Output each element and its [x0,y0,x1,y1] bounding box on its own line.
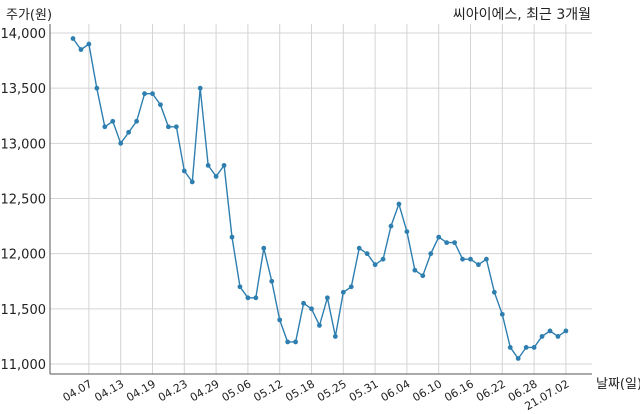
x-axis-label: 날짜(일) [596,377,640,392]
data-point [221,163,227,168]
y-tick-label: 12,000 [1,248,47,263]
data-point [269,278,275,284]
data-point [468,256,473,262]
data-point [555,334,561,339]
data-point [301,300,306,306]
x-tick-label: 05.06 [220,377,254,404]
data-point [189,179,195,185]
data-point [428,251,434,257]
data-point [173,124,179,130]
x-tick-label: 05.12 [251,377,285,404]
data-point [285,339,291,345]
x-tick-label: 04.07 [61,377,95,404]
grid-lines [50,24,592,374]
data-point [205,163,211,168]
x-tick-label: 04.19 [124,377,158,404]
x-tick-labels: 04.0704.1304.1904.2304.2905.0605.1205.18… [61,377,572,413]
x-tick-label: 05.31 [347,377,381,404]
data-point [261,245,267,251]
y-tick-label: 13,500 [1,82,47,97]
data-point [181,168,187,174]
data-point [491,289,497,295]
y-axis-label: 주가(원) [6,8,52,23]
data-point [86,41,92,47]
data-point [293,339,298,345]
data-point [126,129,132,135]
y-tick-labels: 11,000 11,500 12,000 12,500 13,000 13,500 14,0… [1,27,47,373]
data-point [412,267,418,273]
data-point [420,273,426,279]
data-point [364,251,370,257]
y-tick-label: 12,500 [1,193,47,208]
x-tick-label: 05.25 [315,377,349,404]
data-point [380,256,386,262]
axes [49,24,592,375]
data-point [229,234,235,240]
data-point [539,334,545,339]
data-point [197,85,203,91]
y-tick-label: 11,500 [1,303,47,318]
data-point [94,85,100,91]
x-tick-label: 06.16 [442,377,476,404]
data-point [340,289,346,295]
x-tick-label: 04.29 [188,377,222,404]
data-point [563,328,569,334]
data-point [484,256,489,262]
x-tick-label: 04.13 [92,377,126,404]
x-tick-label: 04.23 [156,377,190,404]
data-point [356,245,362,251]
y-tick-label: 14,000 [1,27,47,42]
data-point [78,47,84,52]
data-point [277,317,283,323]
data-point [515,356,521,361]
data-point [110,118,116,124]
chart-title: 씨아이에스, 최근 3개월 [453,7,591,23]
data-point [166,124,171,130]
x-tick-label: 06.22 [474,377,508,404]
data-point [404,229,410,235]
data-point [118,140,124,146]
data-point [158,102,163,108]
data-point [372,262,378,268]
data-point [460,256,465,262]
data-point [325,295,330,301]
data-point [237,284,243,290]
data-point [253,295,259,301]
data-point [436,234,442,240]
data-point [245,295,251,301]
y-tick-label: 11,000 [1,358,47,373]
data-point [476,262,481,268]
data-point [523,345,529,350]
data-point [531,345,537,350]
x-tick-label: 06.04 [379,377,413,404]
data-point [348,284,354,290]
data-point [213,174,219,179]
data-point [309,306,314,312]
x-tick-label: 06.10 [410,377,444,404]
data-point [142,91,147,97]
data-point [547,328,553,334]
data-point [150,91,155,97]
data-point [396,201,402,207]
data-point [444,240,450,246]
data-point [134,118,140,124]
plot-area [70,36,569,361]
data-point [317,322,322,328]
y-tick-label: 13,000 [1,137,47,152]
data-point [70,36,76,41]
data-point [507,345,513,350]
data-point [452,240,457,246]
x-tick-label: 05.18 [283,377,317,404]
data-point [102,124,108,130]
data-point [388,223,394,229]
data-point [499,311,505,317]
data-point [332,334,338,339]
